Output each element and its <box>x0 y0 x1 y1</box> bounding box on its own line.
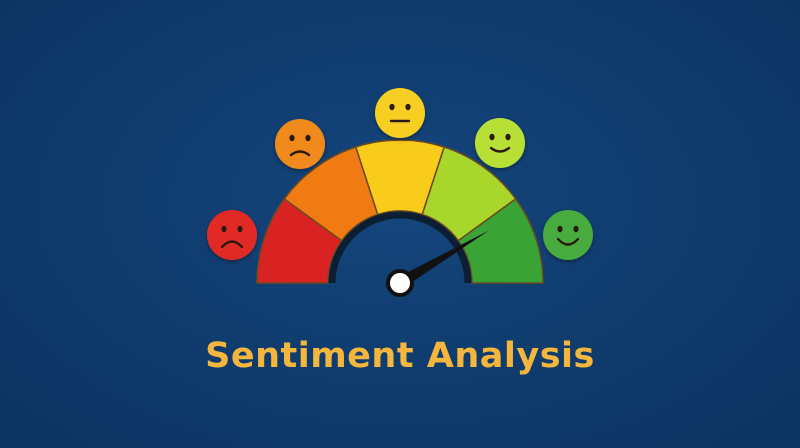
gauge-inner-arc <box>328 211 472 284</box>
face-very-happy-icon <box>543 210 593 260</box>
gauge-segments <box>256 139 544 284</box>
face-very-sad-icon <box>207 210 257 260</box>
needle-hub <box>386 269 414 297</box>
face-happy-icon <box>475 118 525 168</box>
needle-pointer <box>396 230 489 289</box>
page-title: Sentiment Analysis <box>205 336 595 376</box>
mood-faces <box>207 88 593 260</box>
gauge-segment-very-positive <box>457 197 544 284</box>
gauge-needle <box>386 230 489 297</box>
face-neutral-icon <box>375 88 425 138</box>
face-sad-icon <box>275 119 325 169</box>
